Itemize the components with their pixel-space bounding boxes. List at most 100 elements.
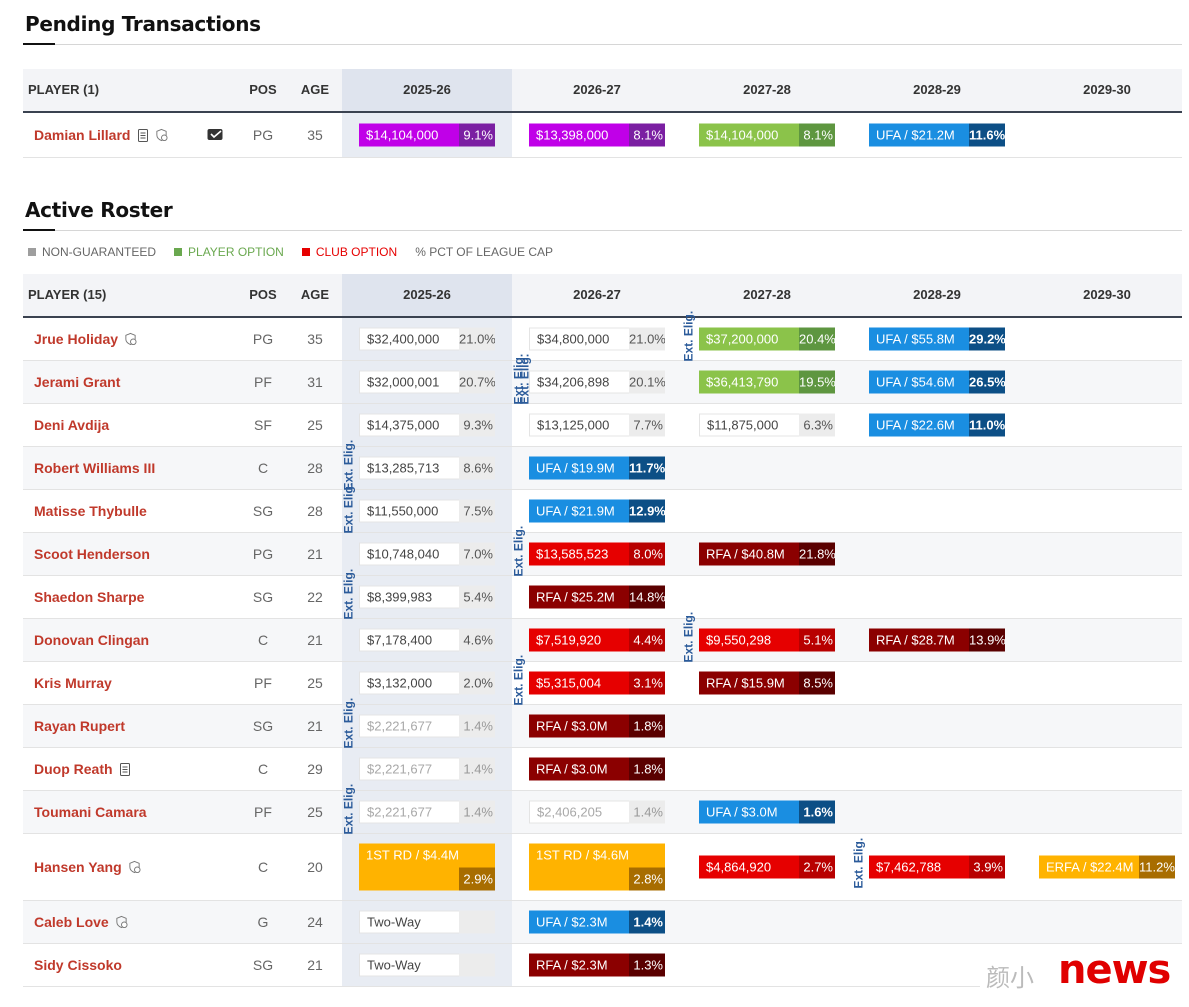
player-name-cell[interactable]: Damian Lillard — [34, 113, 169, 157]
player-name[interactable]: Kris Murray — [34, 675, 112, 691]
salary-cell[interactable]: $11,550,000 7.5% — [359, 499, 495, 523]
waiver-ticket-icon[interactable] — [207, 128, 225, 146]
player-name[interactable]: Matisse Thybulle — [34, 503, 147, 519]
player-name-cell[interactable]: Toumani Camara — [34, 791, 147, 833]
player-name-cell[interactable]: Sidy Cissoko — [34, 944, 122, 986]
header-year-2[interactable]: 2026-27 — [573, 287, 621, 302]
salary-cell[interactable]: $5,315,004 3.1% — [529, 671, 665, 695]
player-name[interactable]: Hansen Yang — [34, 859, 122, 875]
player-name[interactable]: Sidy Cissoko — [34, 957, 122, 973]
player-name[interactable]: Caleb Love — [34, 914, 109, 930]
player-name-cell[interactable]: Jerami Grant — [34, 361, 120, 403]
salary-cell[interactable]: 1ST RD / $4.4M 2.9% — [359, 843, 495, 891]
header-year-3[interactable]: 2027-28 — [743, 287, 791, 302]
player-name-cell[interactable]: Jrue Holiday — [34, 318, 137, 360]
salary-cell[interactable]: $4,864,920 2.7% — [699, 855, 835, 879]
salary-cell[interactable]: RFA / $3.0M 1.8% — [529, 757, 665, 781]
salary-cell[interactable]: $36,413,790 19.5% — [699, 370, 835, 394]
salary-cell[interactable]: $7,178,400 4.6% — [359, 628, 495, 652]
player-name-cell[interactable]: Donovan Clingan — [34, 619, 149, 661]
salary-cell[interactable]: RFA / $40.8M 21.8% — [699, 542, 835, 566]
header-year-2[interactable]: 2026-27 — [573, 82, 621, 97]
salary-cell[interactable]: RFA / $25.2M 14.8% — [529, 585, 665, 609]
player-name[interactable]: Scoot Henderson — [34, 546, 150, 562]
header-year-5[interactable]: 2029-30 — [1083, 287, 1131, 302]
no-trade-icon[interactable] — [128, 860, 141, 874]
no-trade-icon[interactable] — [115, 915, 128, 929]
player-name-cell[interactable]: Deni Avdija — [34, 404, 109, 446]
player-name[interactable]: Rayan Rupert — [34, 718, 126, 734]
header-player[interactable]: PLAYER (15) — [28, 287, 107, 302]
salary-cell[interactable]: $32,000,001 20.7% — [359, 370, 495, 394]
player-name[interactable]: Jerami Grant — [34, 374, 121, 390]
player-name[interactable]: Shaedon Sharpe — [34, 589, 145, 605]
salary-cell[interactable]: UFA / $3.0M 1.6% — [699, 800, 835, 824]
player-name-cell[interactable]: Robert Williams III — [34, 447, 155, 489]
salary-cell[interactable]: UFA / $54.6M 26.5% — [869, 370, 1005, 394]
player-name-cell[interactable]: Caleb Love — [34, 901, 128, 943]
salary-cell[interactable]: UFA / $2.3M 1.4% — [529, 910, 665, 934]
salary-cell[interactable]: RFA / $2.3M 1.3% — [529, 953, 665, 977]
salary-cell[interactable]: $8,399,983 5.4% — [359, 585, 495, 609]
salary-cell[interactable]: $13,285,713 8.6% — [359, 456, 495, 480]
player-name-cell[interactable]: Kris Murray — [34, 662, 112, 704]
no-trade-icon[interactable] — [124, 332, 137, 346]
player-name[interactable]: Donovan Clingan — [34, 632, 150, 648]
salary-cell[interactable]: RFA / $15.9M 8.5% — [699, 671, 835, 695]
player-name[interactable]: Jrue Holiday — [34, 331, 119, 347]
player-name-cell[interactable]: Shaedon Sharpe — [34, 576, 144, 618]
salary-cell[interactable]: $2,221,677 1.4% — [359, 714, 495, 738]
player-name-cell[interactable]: Duop Reath — [34, 748, 132, 790]
player-name[interactable]: Robert Williams III — [34, 460, 156, 476]
header-year-4[interactable]: 2028-29 — [913, 287, 961, 302]
salary-cell[interactable]: $14,375,000 9.3% — [359, 413, 495, 437]
player-name-cell[interactable]: Matisse Thybulle — [34, 490, 147, 532]
salary-cell[interactable]: Two-Way — [359, 953, 495, 977]
salary-cell[interactable]: $10,748,040 7.0% — [359, 542, 495, 566]
header-player[interactable]: PLAYER (1) — [28, 82, 100, 97]
salary-cell[interactable]: $34,800,000 21.0% — [529, 327, 665, 351]
salary-cell[interactable]: $14,104,000 9.1% — [359, 123, 495, 147]
header-pos[interactable]: POS — [249, 287, 277, 302]
salary-cell[interactable]: $7,462,788 3.9% — [869, 855, 1005, 879]
salary-cell[interactable]: UFA / $22.6M 11.0% — [869, 413, 1005, 437]
player-name[interactable]: Duop Reath — [34, 761, 113, 777]
salary-cell[interactable]: $9,550,298 5.1% — [699, 628, 835, 652]
salary-cell[interactable]: $37,200,000 20.4% — [699, 327, 835, 351]
header-year-1[interactable]: 2025-26 — [342, 274, 512, 316]
salary-cell[interactable]: ERFA / $22.4M 11.2% — [1039, 855, 1175, 879]
salary-cell[interactable]: UFA / $19.9M 11.7% — [529, 456, 665, 480]
salary-cell[interactable]: $13,585,523 8.0% — [529, 542, 665, 566]
salary-cell[interactable]: $14,104,000 8.1% — [699, 123, 835, 147]
player-name[interactable]: Toumani Camara — [34, 804, 147, 820]
salary-cell[interactable]: RFA / $28.7M 13.9% — [869, 628, 1005, 652]
player-name-cell[interactable]: Rayan Rupert — [34, 705, 125, 747]
salary-cell[interactable]: $11,875,000 6.3% — [699, 413, 835, 437]
salary-cell[interactable]: $2,221,677 1.4% — [359, 757, 495, 781]
document-icon[interactable] — [136, 128, 149, 142]
salary-cell[interactable]: $34,206,898 20.1% — [529, 370, 665, 394]
player-name-cell[interactable]: Hansen Yang — [34, 834, 141, 900]
header-year-3[interactable]: 2027-28 — [743, 82, 791, 97]
header-age[interactable]: AGE — [300, 287, 330, 302]
player-name-cell[interactable]: Scoot Henderson — [34, 533, 150, 575]
header-year-1[interactable]: 2025-26 — [342, 69, 512, 111]
player-name[interactable]: Deni Avdija — [34, 417, 110, 433]
document-icon[interactable] — [119, 762, 132, 776]
player-name[interactable]: Damian Lillard — [34, 127, 131, 143]
header-year-4[interactable]: 2028-29 — [913, 82, 961, 97]
salary-cell[interactable]: UFA / $21.9M 12.9% — [529, 499, 665, 523]
salary-cell[interactable]: 1ST RD / $4.6M 2.8% — [529, 843, 665, 891]
salary-cell[interactable]: $3,132,000 2.0% — [359, 671, 495, 695]
salary-cell[interactable]: Two-Way — [359, 910, 495, 934]
salary-cell[interactable]: RFA / $3.0M 1.8% — [529, 714, 665, 738]
no-trade-icon[interactable] — [155, 128, 169, 142]
salary-cell[interactable]: UFA / $55.8M 29.2% — [869, 327, 1005, 351]
salary-cell[interactable]: UFA / $21.2M 11.6% — [869, 123, 1005, 147]
salary-cell[interactable]: $13,125,000 7.7% — [529, 413, 665, 437]
salary-cell[interactable]: $2,221,677 1.4% — [359, 800, 495, 824]
header-pos[interactable]: POS — [249, 82, 277, 97]
header-year-5[interactable]: 2029-30 — [1083, 82, 1131, 97]
header-age[interactable]: AGE — [300, 82, 330, 97]
salary-cell[interactable]: $7,519,920 4.4% — [529, 628, 665, 652]
